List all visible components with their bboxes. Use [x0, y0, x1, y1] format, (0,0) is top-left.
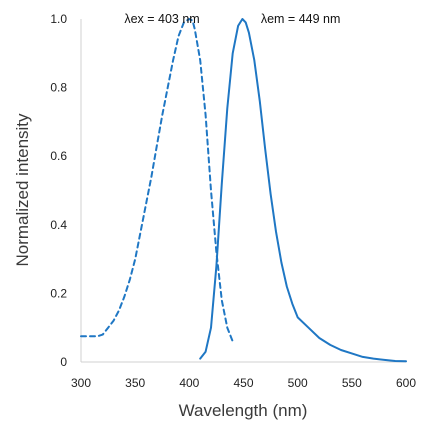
x-tick-label: 300 — [71, 376, 91, 390]
y-tick-label: 0.4 — [50, 218, 67, 232]
x-axis-title: Wavelength (nm) — [179, 401, 308, 420]
y-tick-label: 0 — [60, 355, 67, 369]
excitation-peak-label: λex = 403 nm — [124, 12, 199, 26]
y-tick-label: 1.0 — [50, 12, 67, 26]
x-tick-label: 600 — [396, 376, 416, 390]
y-tick-label: 0.6 — [50, 149, 67, 163]
x-tick-label: 350 — [125, 376, 145, 390]
x-tick-label: 400 — [179, 376, 199, 390]
excitation-spectrum-line — [80, 18, 234, 343]
y-tick-label: 0.2 — [50, 286, 67, 300]
y-tick-labels: 0 0.2 0.4 0.6 0.8 1.0 — [50, 12, 67, 369]
emission-spectrum-line — [199, 18, 407, 363]
series-lines — [80, 18, 407, 363]
y-axis-title: Normalized intensity — [13, 113, 32, 267]
x-tick-label: 500 — [288, 376, 308, 390]
x-tick-labels: 300 350 400 450 500 550 600 — [71, 376, 416, 390]
y-tick-label: 0.8 — [50, 81, 67, 95]
x-tick-label: 450 — [233, 376, 253, 390]
emission-peak-label: λem = 449 nm — [261, 12, 341, 26]
axes — [80, 19, 406, 363]
annotations: λex = 403 nm λem = 449 nm — [124, 12, 340, 26]
x-tick-label: 550 — [342, 376, 362, 390]
